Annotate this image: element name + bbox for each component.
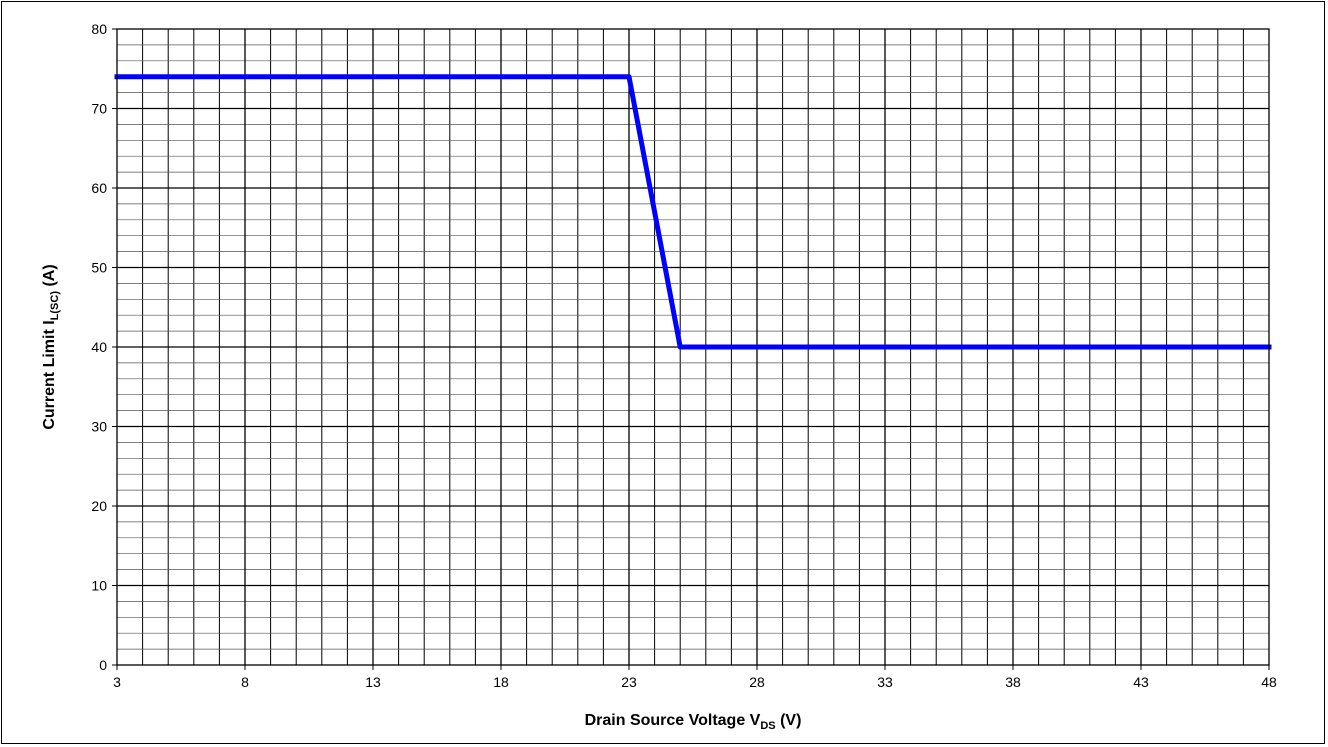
- y-tick-label: 50: [91, 260, 107, 276]
- x-tick-label: 28: [749, 674, 765, 690]
- plot-area-border: [116, 28, 1270, 666]
- x-axis-title: Drain Source Voltage VDS (V): [585, 712, 802, 732]
- y-tick-label: 0: [99, 657, 107, 673]
- x-tick-label: 3: [113, 674, 121, 690]
- x-tick-label: 23: [621, 674, 637, 690]
- y-tick-label: 60: [91, 180, 107, 196]
- y-tick-labels: 0 10 20 30 40 50 60 70 80: [91, 21, 107, 673]
- y-tick-label: 40: [91, 339, 107, 355]
- x-tick-label: 38: [1005, 674, 1021, 690]
- y-tick-label: 30: [91, 419, 107, 435]
- y-tick-label: 20: [91, 498, 107, 514]
- x-tick-label: 8: [241, 674, 249, 690]
- x-tick-label: 48: [1261, 674, 1277, 690]
- x-tick-label: 18: [493, 674, 509, 690]
- y-tick-label: 10: [91, 578, 107, 594]
- x-tick-label: 43: [1133, 674, 1149, 690]
- x-tick-label: 33: [877, 674, 893, 690]
- y-axis-title: Current Limit IL(SC) (A): [41, 264, 61, 429]
- y-tick-label: 80: [91, 21, 107, 37]
- x-tick-label: 13: [365, 674, 381, 690]
- series-line: [114, 74, 1272, 350]
- series-layer: [114, 74, 1272, 350]
- x-tick-labels: 3 8 13 18 23 28 33 38 43 48: [113, 674, 1277, 690]
- y-tick-label: 70: [91, 101, 107, 117]
- axis-ticks: [112, 28, 1270, 670]
